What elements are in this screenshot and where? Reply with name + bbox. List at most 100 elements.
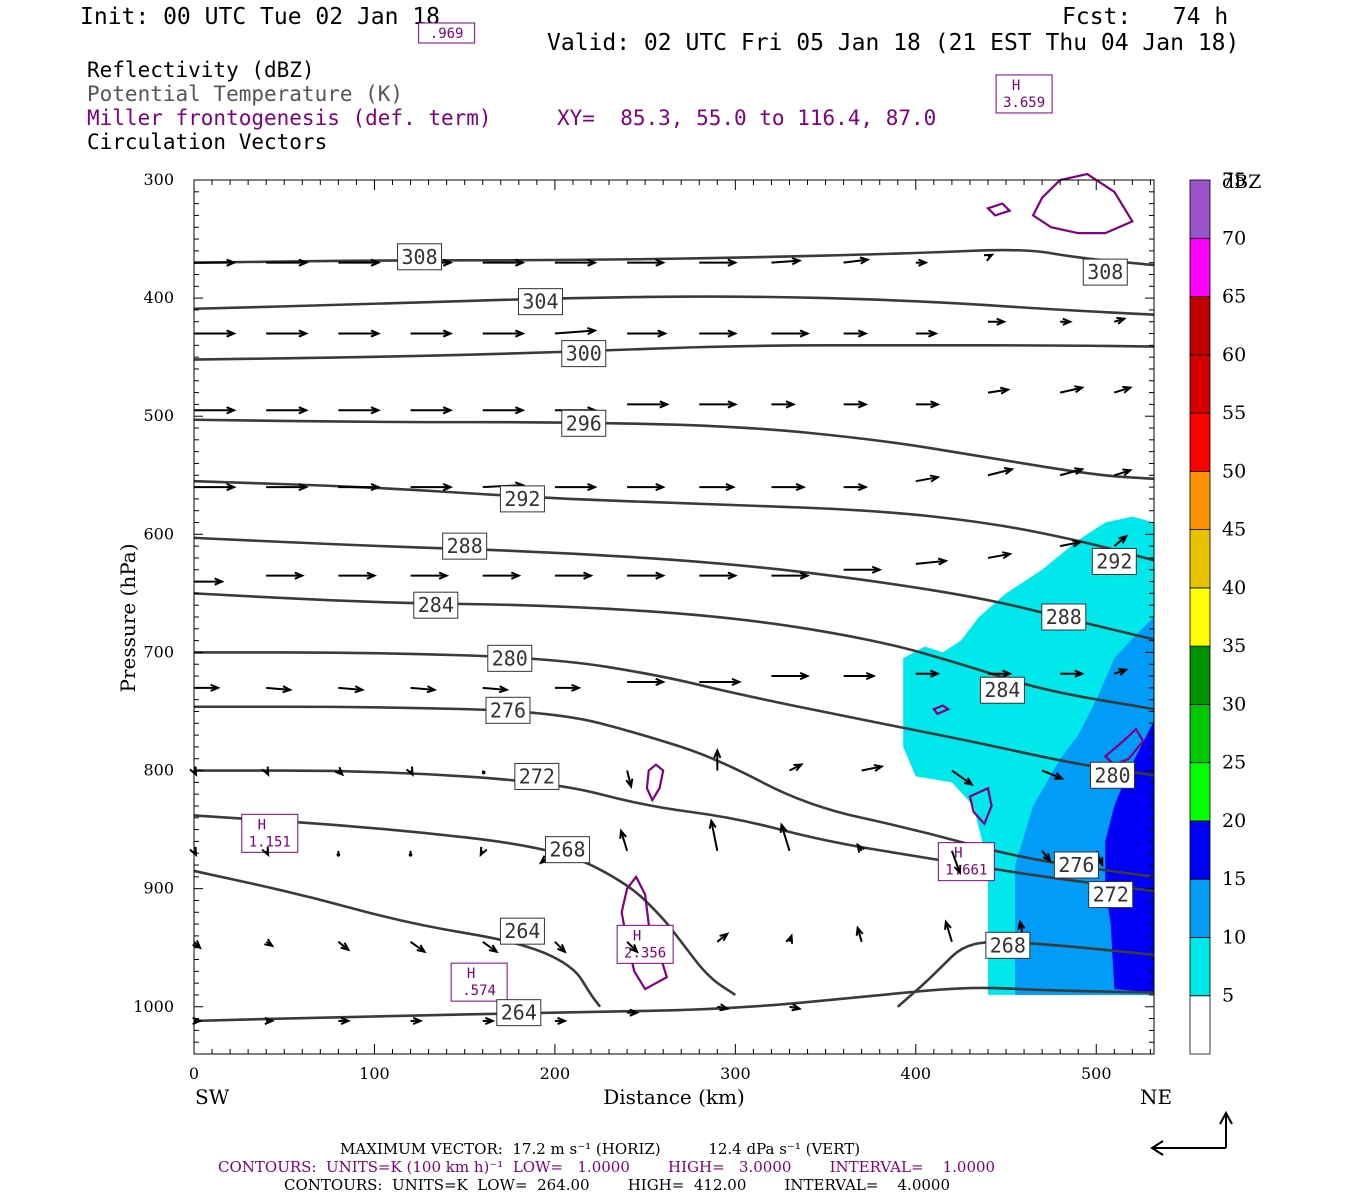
vector-10 (915, 258, 929, 267)
contour-labels: 308 308 304 300 296 292 292 288 288 284 284 280 280 2… (397, 243, 1137, 1027)
colorbar-swatch-0 (1189, 995, 1211, 1055)
x-tick-label-500: 500 (1081, 1064, 1112, 1083)
fronto-high-value-3: 1.661 (945, 863, 987, 879)
vector-head-58 (510, 571, 522, 580)
theta-264-line (193, 869, 602, 1008)
vector-127 (717, 1003, 730, 1012)
colorbar-swatch-5 (1189, 704, 1211, 764)
vector-75 (699, 677, 742, 686)
xy-coordinates: XY= 85.3, 55.0 to 116.4, 87.0 (557, 106, 937, 130)
vector-shaft-50 (915, 476, 938, 483)
vector-head-17 (587, 327, 598, 336)
vector-head-113 (557, 944, 567, 954)
theta-label-280: 280 (492, 646, 528, 670)
theta-label-300-box (561, 340, 607, 368)
vector-111 (409, 940, 427, 954)
fronto-contour-note: CONTOURS: UNITS=K (100 km h)⁻¹ LOW= 1.00… (218, 1158, 996, 1176)
vector-head-22 (928, 329, 939, 338)
fronto-high-value-0: 1.151 (249, 834, 291, 850)
vector-head-60 (655, 571, 666, 580)
vector-shaft-8 (771, 259, 800, 264)
theta-label-268-box (985, 931, 1031, 959)
vector-head-61 (727, 571, 738, 580)
vector-head-64 (937, 557, 949, 566)
reflectivity-fill (903, 516, 1154, 995)
vector-head-62 (799, 571, 811, 580)
vector-head-3 (442, 258, 454, 267)
frontogenesis-contour-2 (932, 704, 951, 716)
vector-99 (479, 846, 488, 858)
vector-head-103 (779, 822, 788, 833)
vector-head-39 (1122, 385, 1133, 394)
vector-head-89 (713, 747, 722, 759)
vector-head-70 (354, 685, 365, 694)
frontogenesis-contour-3 (968, 786, 993, 826)
vector-26 (194, 406, 237, 415)
fronto-high-value-4: 3.659 (1003, 95, 1045, 111)
theta-label-296-box (561, 409, 607, 437)
vector-65 (987, 551, 1013, 560)
vector-18 (627, 329, 668, 338)
vector-head-65 (1001, 551, 1013, 560)
vector-shaft-112 (482, 940, 498, 953)
vector-84 (334, 766, 345, 777)
y-tick-label-900: 900 (143, 879, 174, 898)
vector-36 (915, 400, 941, 409)
frontogenesis-contour-1 (645, 763, 665, 803)
vector-52 (1059, 467, 1085, 477)
vector-103 (779, 822, 791, 852)
fronto-high-box-3 (937, 842, 995, 882)
y-tick-label-500: 500 (143, 406, 174, 425)
colorbar-title: dBZ (1222, 171, 1261, 193)
vector-head-124 (484, 1016, 496, 1025)
vector-head-73 (571, 683, 582, 692)
vector-7 (699, 258, 738, 267)
vector-head-52 (1074, 467, 1085, 476)
vector-126 (627, 1008, 640, 1017)
vector-13 (266, 329, 309, 338)
vector-97 (336, 850, 341, 857)
vector-head-51 (1003, 467, 1015, 475)
vector-117 (855, 925, 864, 943)
y-tick-label-400: 400 (143, 288, 174, 307)
vector-shaft-103 (780, 824, 791, 852)
vector-32 (627, 400, 670, 409)
vector-head-26 (226, 406, 237, 415)
vector-shaft-53 (1114, 469, 1131, 477)
vector-70 (338, 685, 365, 694)
vector-23 (987, 317, 1007, 326)
vector-71 (410, 685, 438, 694)
vector-108 (192, 940, 202, 950)
theta-label-268-box (545, 836, 591, 864)
colorbar-label-10: 10 (1222, 926, 1246, 948)
vector-79 (987, 669, 1013, 678)
vector-shaft-71 (410, 686, 435, 691)
vector-head-116 (785, 933, 794, 944)
colorbar-swatch-10 (1189, 412, 1211, 472)
vector-head-121 (264, 1016, 275, 1025)
vector-head-59 (583, 571, 594, 580)
vector-head-53 (1122, 468, 1133, 477)
vector-head-28 (370, 406, 381, 415)
vector-105 (950, 850, 962, 876)
vector-shaft-67 (1113, 535, 1127, 547)
vector-124 (482, 1016, 496, 1025)
colorbar-label-40: 40 (1222, 577, 1246, 599)
vector-shaft-39 (1114, 386, 1131, 394)
vector-head-71 (426, 685, 438, 694)
vector-head-37 (999, 386, 1011, 395)
vector-shaft-17 (554, 329, 595, 335)
vector-head-104 (856, 842, 865, 853)
vector-98 (408, 850, 413, 857)
y-tick-label-700: 700 (143, 642, 174, 661)
fronto-high-mark-2: H (467, 966, 475, 982)
vector-74 (627, 677, 666, 686)
vector-115 (716, 932, 730, 943)
vector-48 (771, 483, 807, 492)
vector-head-102 (708, 818, 717, 829)
colorbar-label-45: 45 (1222, 519, 1246, 541)
colorbar-swatch-11 (1189, 354, 1211, 414)
vector-2 (338, 258, 381, 267)
